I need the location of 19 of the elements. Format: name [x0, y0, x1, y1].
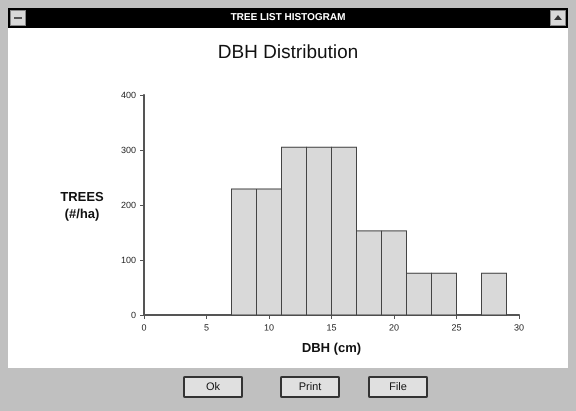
x-tick-label: 30: [514, 322, 524, 332]
y-tick-label: 200: [120, 200, 136, 210]
x-tick-label: 5: [204, 322, 210, 332]
x-tick-label: 15: [326, 322, 337, 332]
text: File: [368, 376, 428, 398]
y-tick-label: 100: [120, 255, 136, 265]
x-axis-title: DBH (cm): [302, 340, 362, 355]
text: TREE LIST HISTOGRAM: [8, 8, 568, 28]
text: Ok: [183, 376, 243, 398]
y-axis-title: TREES (#/ha): [60, 189, 104, 221]
y-tick-label: 400: [120, 90, 136, 100]
x-tick-label: 10: [264, 322, 274, 332]
x-tick-label: 20: [388, 322, 400, 332]
y-tick-label: 300: [120, 145, 136, 155]
chart-title: DBH Distribution: [218, 42, 358, 63]
y-tick-label: 0: [130, 310, 136, 320]
text: Print: [280, 376, 340, 398]
x-tick-label: 0: [141, 322, 147, 332]
x-tick-label: 25: [451, 322, 462, 332]
